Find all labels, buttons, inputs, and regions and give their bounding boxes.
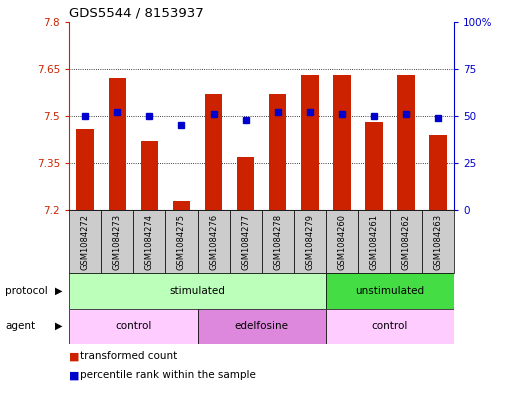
Bar	[141, 141, 158, 210]
Text: ▶: ▶	[55, 321, 63, 331]
Text: GSM1084279: GSM1084279	[305, 214, 314, 270]
Text: ■: ■	[69, 351, 80, 362]
Bar	[293, 210, 326, 273]
Text: agent: agent	[5, 321, 35, 331]
Bar	[205, 94, 222, 210]
Text: GSM1084274: GSM1084274	[145, 214, 154, 270]
Bar	[326, 273, 454, 309]
Text: ▶: ▶	[55, 286, 63, 296]
Bar	[333, 75, 350, 210]
Text: GSM1084275: GSM1084275	[177, 214, 186, 270]
Text: control: control	[372, 321, 408, 331]
Bar	[326, 309, 454, 344]
Bar	[422, 210, 454, 273]
Bar	[397, 75, 415, 210]
Text: percentile rank within the sample: percentile rank within the sample	[80, 370, 255, 380]
Bar	[365, 122, 383, 210]
Text: GSM1084262: GSM1084262	[401, 214, 410, 270]
Text: GSM1084260: GSM1084260	[337, 214, 346, 270]
Bar	[69, 273, 326, 309]
Text: protocol: protocol	[5, 286, 48, 296]
Bar	[133, 210, 165, 273]
Text: GDS5544 / 8153937: GDS5544 / 8153937	[69, 6, 204, 19]
Bar	[109, 78, 126, 210]
Bar	[237, 157, 254, 210]
Bar	[173, 201, 190, 210]
Bar	[301, 75, 319, 210]
Bar	[358, 210, 390, 273]
Text: GSM1084278: GSM1084278	[273, 214, 282, 270]
Text: unstimulated: unstimulated	[356, 286, 424, 296]
Bar	[198, 210, 229, 273]
Bar	[269, 94, 286, 210]
Text: ■: ■	[69, 370, 80, 380]
Text: GSM1084263: GSM1084263	[433, 214, 443, 270]
Text: GSM1084261: GSM1084261	[369, 214, 379, 270]
Bar	[102, 210, 133, 273]
Bar	[69, 210, 102, 273]
Text: GSM1084272: GSM1084272	[81, 214, 90, 270]
Bar	[198, 309, 326, 344]
Text: transformed count: transformed count	[80, 351, 177, 362]
Text: GSM1084277: GSM1084277	[241, 214, 250, 270]
Bar	[165, 210, 198, 273]
Bar	[69, 309, 198, 344]
Text: edelfosine: edelfosine	[234, 321, 289, 331]
Bar	[326, 210, 358, 273]
Text: GSM1084273: GSM1084273	[113, 214, 122, 270]
Bar	[262, 210, 293, 273]
Bar	[76, 129, 94, 210]
Text: GSM1084276: GSM1084276	[209, 214, 218, 270]
Text: control: control	[115, 321, 151, 331]
Bar	[429, 135, 447, 210]
Bar	[390, 210, 422, 273]
Bar	[229, 210, 262, 273]
Text: stimulated: stimulated	[170, 286, 225, 296]
